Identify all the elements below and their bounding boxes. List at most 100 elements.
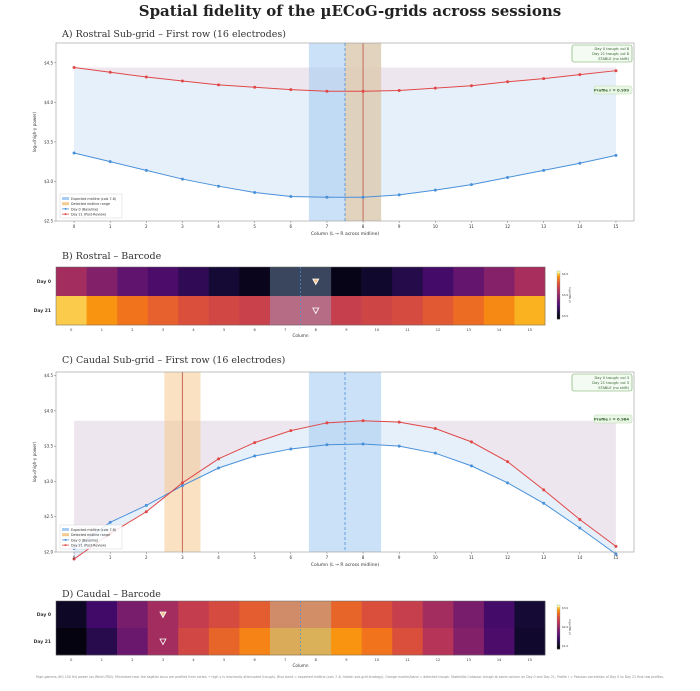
heat-cell	[514, 267, 546, 297]
column-tick-label: 12	[436, 328, 440, 332]
x-axis-label: Column (L → R across midline)	[311, 562, 380, 568]
figure-footnote: High-gamma (HG 100 Hz) power (as Welch P…	[35, 675, 665, 679]
colorbar-segment	[557, 292, 560, 296]
heat-cell	[453, 267, 485, 297]
status-line: Day 0 trough: col 3	[595, 376, 629, 380]
column-tick-label: 1	[101, 328, 103, 332]
legend-swatch	[62, 528, 69, 531]
day0-point	[578, 161, 582, 165]
legend-box	[59, 524, 123, 550]
day21-point	[578, 73, 582, 77]
panel-b-title: B) Rostral – Barcode	[62, 251, 162, 262]
colorbar-segment	[557, 616, 560, 619]
x-tick-label: 4	[217, 555, 220, 560]
heat-cell	[300, 628, 332, 656]
panel-c-title: C) Caudal Sub-grid – First row (16 elect…	[62, 355, 286, 366]
day0-point	[253, 191, 257, 195]
legend-swatch	[62, 197, 69, 200]
column-tick-label: 3	[162, 328, 164, 332]
day21-point	[506, 80, 510, 84]
y-tick-label: $3.0	[44, 179, 53, 184]
legend-marker	[64, 207, 67, 210]
heat-cell	[422, 628, 454, 656]
panel-a-title: A) Rostral Sub-grid – First row (16 elec…	[62, 29, 286, 40]
colorbar-segment	[557, 633, 560, 637]
day21-point	[614, 69, 618, 73]
column-tick-label: 4	[192, 328, 195, 332]
colorbar-segment	[557, 309, 560, 313]
day21-point	[325, 421, 329, 425]
day0-point	[614, 153, 618, 157]
y-tick-label: $2.5	[44, 514, 53, 519]
column-tick-label: 10	[375, 328, 379, 332]
column-tick-label: 14	[497, 658, 502, 662]
x-axis-label: Column (L → R across midline)	[311, 231, 380, 237]
status-line: STABLE (no shift)	[598, 386, 629, 390]
status-box	[571, 373, 633, 392]
heat-cell	[514, 296, 546, 326]
column-tick-label: 13	[466, 658, 470, 662]
colorbar-segment	[557, 287, 560, 291]
heat-cell	[361, 628, 393, 656]
heat-cell	[269, 601, 301, 629]
day0-point	[289, 194, 293, 198]
day21-point	[469, 440, 473, 444]
legend-label: Expected midline (cols 7-8)	[71, 528, 116, 532]
colorbar-label: log₁₀(HG γ)	[568, 287, 572, 303]
day21-point	[578, 518, 582, 522]
day21-point	[253, 85, 257, 89]
heat-cell	[117, 601, 148, 629]
day21-point	[72, 557, 76, 561]
day0-point	[144, 168, 148, 172]
legend-label: Detected midline range	[71, 533, 110, 537]
day21-point	[433, 86, 437, 90]
day0-line	[73, 443, 617, 555]
status-line: Day 0 trough: col 8	[595, 47, 630, 51]
column-tick-label: 2	[131, 658, 133, 662]
heat-cell	[361, 267, 393, 297]
colorbar-segment	[557, 297, 560, 301]
x-tick-label: 0	[73, 224, 76, 229]
colorbar-segment	[557, 271, 560, 274]
heat-cell	[178, 296, 210, 326]
y-tick-label: $4.0	[44, 408, 53, 413]
heat-cell	[361, 296, 393, 326]
heat-cell	[361, 601, 393, 629]
heat-cell	[514, 601, 546, 629]
heat-cell	[300, 296, 332, 326]
column-tick-label: 8	[315, 328, 317, 332]
day21-point	[289, 88, 293, 92]
heat-cell	[178, 601, 210, 629]
x-tick-label: 9	[398, 555, 401, 560]
heat-cell	[422, 601, 454, 629]
x-tick-label: 1	[109, 555, 112, 560]
x-tick-label: 9	[398, 224, 401, 229]
legend-label: Expected midline (cols 7-8)	[71, 197, 116, 201]
heat-cell	[117, 296, 148, 326]
colorbar-segment	[557, 635, 560, 639]
heat-cell	[514, 628, 546, 656]
day0-point	[578, 526, 582, 530]
x-tick-label: 6	[290, 224, 293, 229]
x-tick-label: 2	[145, 555, 148, 560]
column-tick-label: 7	[284, 328, 286, 332]
heat-cell	[208, 267, 240, 297]
column-tick-label: 6	[254, 328, 256, 332]
row-label: Day 0	[37, 279, 51, 285]
y-tick-label: $3.5	[44, 444, 53, 449]
heat-cell	[239, 628, 271, 656]
between-series-fill	[74, 420, 616, 560]
x-tick-label: 10	[433, 224, 439, 229]
heat-cell	[56, 267, 87, 297]
heat-cell	[483, 296, 515, 326]
plot-frame	[55, 371, 635, 553]
x-tick-label: 14	[577, 224, 583, 229]
column-tick-label: 11	[405, 328, 409, 332]
colorbar-tick-label: $3.0	[562, 314, 568, 318]
x-tick-label: 0	[73, 555, 76, 560]
heat-cell	[208, 601, 240, 629]
colorbar-segment	[557, 307, 560, 310]
x-tick-label: 5	[253, 224, 256, 229]
colorbar-segment	[557, 302, 560, 305]
heat-cell	[147, 628, 179, 656]
